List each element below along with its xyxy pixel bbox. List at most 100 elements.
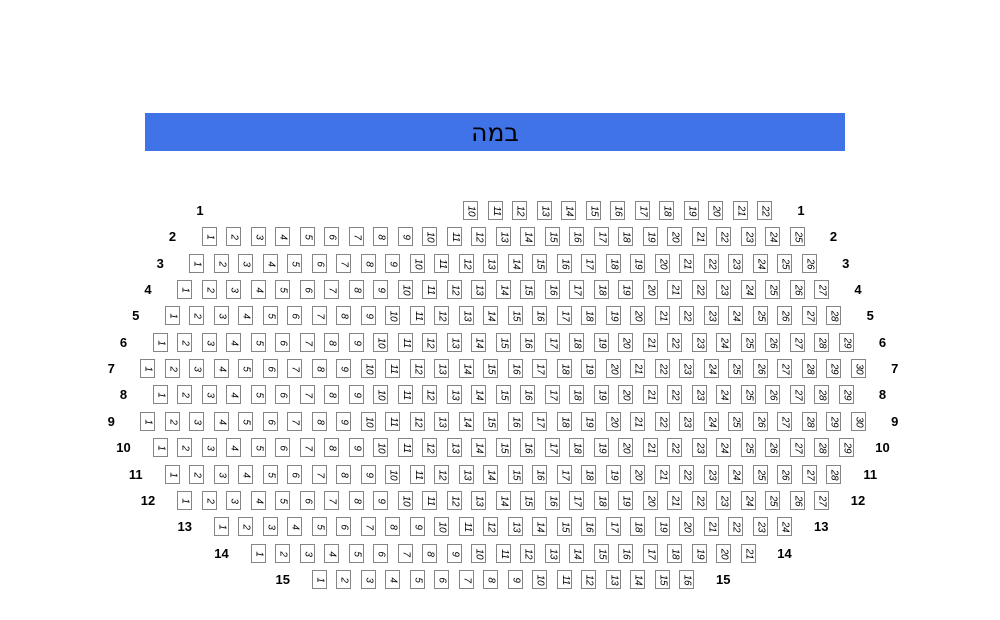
seat[interactable]: 26 — [790, 491, 805, 510]
seat[interactable]: 2 — [226, 227, 241, 246]
seat[interactable]: 1 — [153, 385, 168, 404]
seat[interactable]: 20 — [618, 438, 633, 457]
seat[interactable]: 7 — [312, 465, 327, 484]
seat[interactable]: 9 — [336, 412, 351, 431]
seat[interactable]: 28 — [802, 412, 817, 431]
seat[interactable]: 8 — [373, 227, 388, 246]
seat[interactable]: 16 — [545, 491, 560, 510]
seat[interactable]: 2 — [177, 333, 192, 352]
seat[interactable]: 21 — [655, 465, 670, 484]
seat[interactable]: 4 — [214, 359, 229, 378]
seat[interactable]: 29 — [826, 359, 841, 378]
seat[interactable]: 24 — [728, 465, 743, 484]
seat[interactable]: 8 — [324, 438, 339, 457]
seat[interactable]: 22 — [757, 201, 772, 220]
seat[interactable]: 26 — [765, 333, 780, 352]
seat[interactable]: 16 — [520, 438, 535, 457]
seat[interactable]: 7 — [312, 306, 327, 325]
seat[interactable]: 2 — [336, 570, 351, 589]
seat[interactable]: 3 — [214, 465, 229, 484]
seat[interactable]: 3 — [226, 280, 241, 299]
seat[interactable]: 4 — [238, 306, 253, 325]
seat[interactable]: 5 — [275, 280, 290, 299]
seat[interactable]: 12 — [447, 491, 462, 510]
seat[interactable]: 9 — [373, 491, 388, 510]
seat[interactable]: 8 — [483, 570, 498, 589]
seat[interactable]: 26 — [802, 254, 817, 273]
seat[interactable]: 17 — [545, 333, 560, 352]
seat[interactable]: 10 — [434, 517, 449, 536]
seat[interactable]: 18 — [618, 227, 633, 246]
seat[interactable]: 20 — [630, 306, 645, 325]
seat[interactable]: 26 — [777, 306, 792, 325]
seat[interactable]: 13 — [606, 570, 621, 589]
seat[interactable]: 13 — [537, 201, 552, 220]
seat[interactable]: 8 — [349, 491, 364, 510]
seat[interactable]: 24 — [777, 517, 792, 536]
seat[interactable]: 19 — [606, 306, 621, 325]
seat[interactable]: 6 — [287, 465, 302, 484]
seat[interactable]: 10 — [410, 254, 425, 273]
seat[interactable]: 23 — [692, 438, 707, 457]
seat[interactable]: 25 — [790, 227, 805, 246]
seat[interactable]: 30 — [851, 412, 866, 431]
seat[interactable]: 14 — [471, 385, 486, 404]
seat[interactable]: 18 — [606, 254, 621, 273]
seat[interactable]: 1 — [177, 280, 192, 299]
seat[interactable]: 7 — [361, 517, 376, 536]
seat[interactable]: 19 — [655, 517, 670, 536]
seat[interactable]: 4 — [385, 570, 400, 589]
seat[interactable]: 15 — [557, 517, 572, 536]
seat[interactable]: 21 — [741, 544, 756, 563]
seat[interactable]: 22 — [728, 517, 743, 536]
seat[interactable]: 17 — [643, 544, 658, 563]
seat[interactable]: 9 — [398, 227, 413, 246]
seat[interactable]: 20 — [630, 465, 645, 484]
seat[interactable]: 11 — [459, 517, 474, 536]
seat[interactable]: 5 — [349, 544, 364, 563]
seat[interactable]: 7 — [300, 385, 315, 404]
seat[interactable]: 23 — [679, 412, 694, 431]
seat[interactable]: 16 — [581, 517, 596, 536]
seat[interactable]: 18 — [659, 201, 674, 220]
seat[interactable]: 24 — [704, 412, 719, 431]
seat[interactable]: 24 — [741, 280, 756, 299]
seat[interactable]: 9 — [336, 359, 351, 378]
seat[interactable]: 3 — [226, 491, 241, 510]
seat[interactable]: 30 — [851, 359, 866, 378]
seat[interactable]: 2 — [177, 385, 192, 404]
seat[interactable]: 15 — [545, 227, 560, 246]
seat[interactable]: 12 — [422, 438, 437, 457]
seat[interactable]: 17 — [557, 306, 572, 325]
seat[interactable]: 25 — [741, 385, 756, 404]
seat[interactable]: 1 — [153, 333, 168, 352]
seat[interactable]: 11 — [398, 438, 413, 457]
seat[interactable]: 18 — [569, 438, 584, 457]
seat[interactable]: 1 — [165, 306, 180, 325]
seat[interactable]: 15 — [496, 385, 511, 404]
seat[interactable]: 22 — [679, 306, 694, 325]
seat[interactable]: 5 — [263, 306, 278, 325]
seat[interactable]: 13 — [496, 227, 511, 246]
seat[interactable]: 21 — [679, 254, 694, 273]
seat[interactable]: 12 — [512, 201, 527, 220]
seat[interactable]: 4 — [226, 438, 241, 457]
seat[interactable]: 6 — [373, 544, 388, 563]
seat[interactable]: 27 — [777, 412, 792, 431]
seat[interactable]: 27 — [814, 491, 829, 510]
seat[interactable]: 18 — [630, 517, 645, 536]
seat[interactable]: 12 — [447, 280, 462, 299]
seat[interactable]: 5 — [287, 254, 302, 273]
seat[interactable]: 5 — [300, 227, 315, 246]
seat[interactable]: 4 — [226, 333, 241, 352]
seat[interactable]: 19 — [606, 465, 621, 484]
seat[interactable]: 16 — [557, 254, 572, 273]
seat[interactable]: 2 — [238, 517, 253, 536]
seat[interactable]: 16 — [520, 385, 535, 404]
seat[interactable]: 12 — [434, 465, 449, 484]
seat[interactable]: 12 — [483, 517, 498, 536]
seat[interactable]: 2 — [214, 254, 229, 273]
seat[interactable]: 23 — [728, 254, 743, 273]
seat[interactable]: 11 — [422, 491, 437, 510]
seat[interactable]: 13 — [459, 465, 474, 484]
